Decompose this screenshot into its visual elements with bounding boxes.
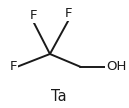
Text: OH: OH [106, 60, 127, 73]
Text: F: F [10, 60, 17, 73]
Text: F: F [65, 7, 72, 20]
Text: F: F [30, 9, 37, 22]
Text: Ta: Ta [51, 89, 67, 104]
